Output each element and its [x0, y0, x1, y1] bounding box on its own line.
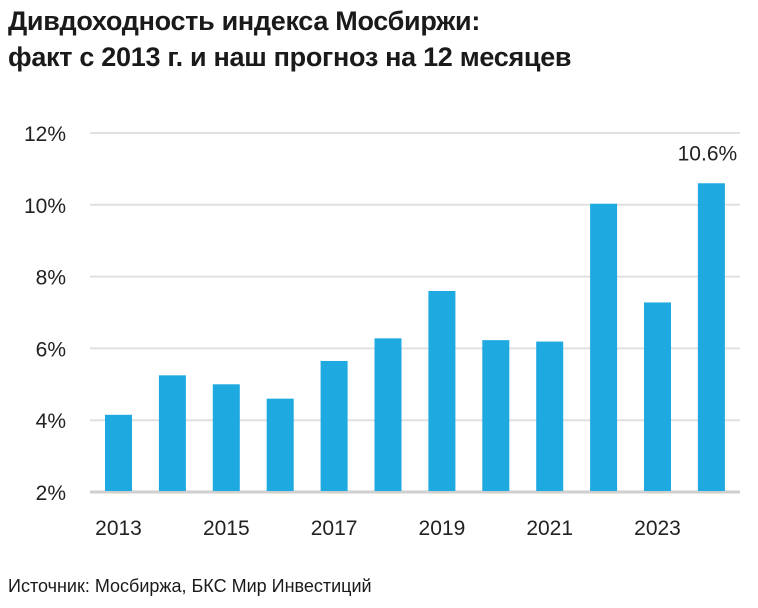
bar-2022 [590, 203, 618, 491]
bar-2016 [266, 398, 294, 491]
bar-2015 [212, 384, 240, 491]
chart-title-line-2: факт с 2013 г. и наш прогноз на 12 месяц… [8, 42, 572, 72]
x-tick-label: 2021 [526, 517, 573, 540]
x-tick-label: 2013 [95, 517, 142, 540]
y-tick-label: 10% [24, 195, 66, 218]
y-tick-label: 12% [24, 123, 66, 146]
bar-2014 [158, 375, 186, 491]
x-tick-label: 2015 [203, 517, 250, 540]
y-tick-label: 4% [36, 410, 66, 433]
bar-2023 [644, 302, 671, 491]
bar-2018 [374, 338, 402, 491]
data-label: 10.6% [678, 142, 738, 165]
x-tick-label: 2023 [634, 517, 681, 540]
bar-2024 [697, 183, 725, 491]
bar-2013 [105, 414, 132, 491]
bar-2021 [536, 341, 564, 491]
x-tick-label: 2019 [419, 517, 466, 540]
bar-2020 [482, 340, 510, 491]
y-tick-label: 2% [36, 482, 66, 505]
x-tick-label: 2017 [311, 517, 358, 540]
source-note: Источник: Мосбиржа, БКС Мир Инвестиций [8, 576, 372, 596]
y-tick-label: 8% [36, 267, 66, 290]
y-tick-label: 6% [36, 338, 66, 361]
chart-title-line-1: Дивдоходность индекса Мосбиржи: [8, 6, 481, 36]
bar-2017 [320, 360, 348, 491]
bar-2019 [428, 290, 456, 491]
